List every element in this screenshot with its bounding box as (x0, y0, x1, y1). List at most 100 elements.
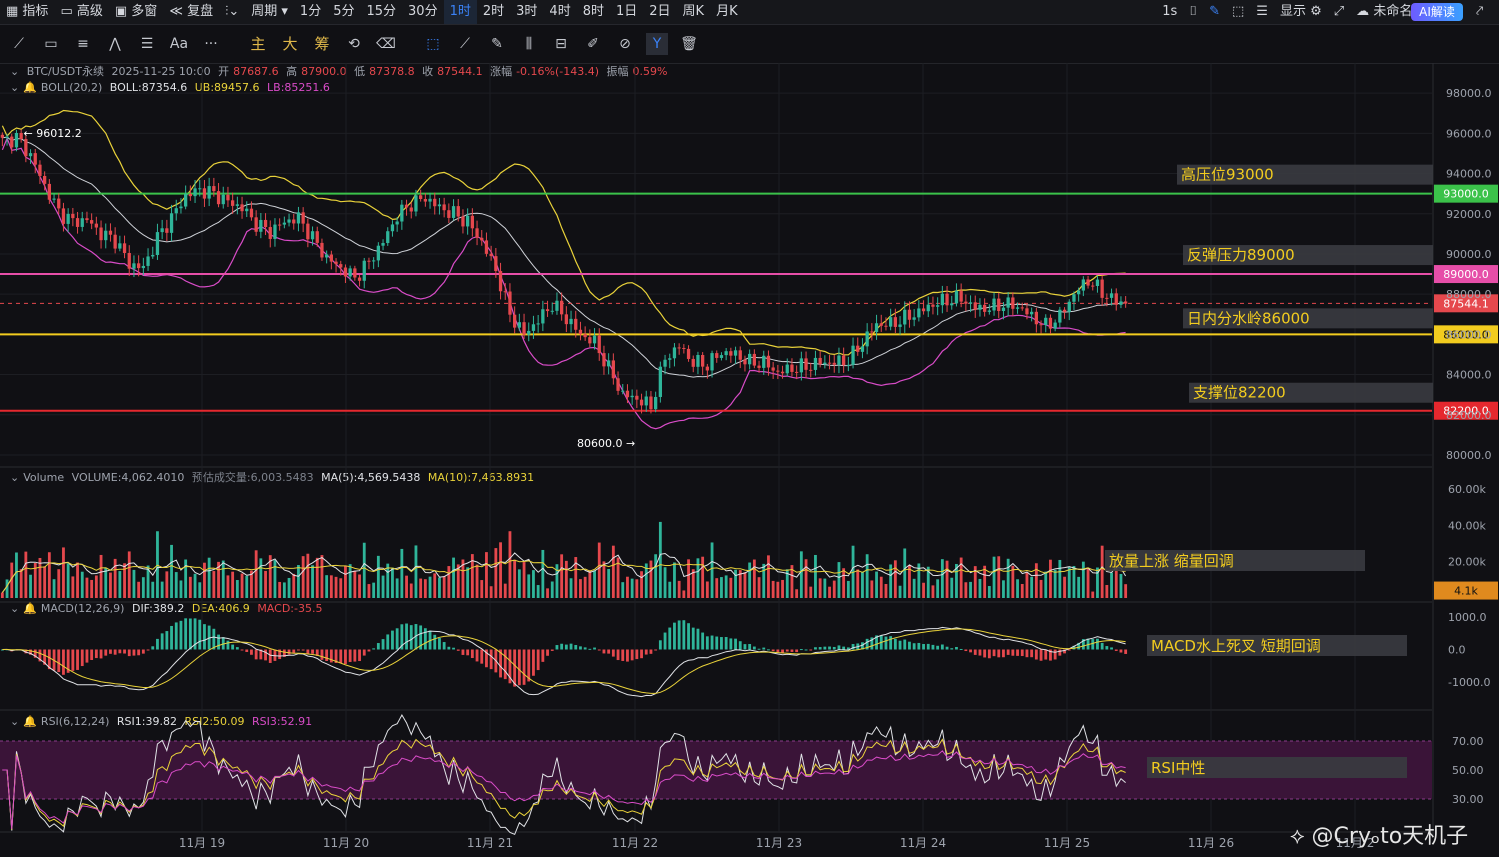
line-tool-icon[interactable]: ⟋ (14, 36, 24, 52)
candle-down (1100, 279, 1104, 298)
tab-1d[interactable]: 1日 (615, 4, 638, 19)
volume-bar-up (146, 565, 150, 598)
amp-value: 0.59% (632, 65, 668, 78)
fullscreen-small-icon[interactable]: ⬚ (1232, 4, 1245, 19)
select-tool-icon[interactable]: ⬚ (426, 36, 440, 52)
tab-2h[interactable]: 2时 (482, 4, 505, 19)
advanced-button[interactable]: ▭ 高级 (60, 4, 103, 19)
rsi-tick-label: 70.00 (1452, 735, 1484, 748)
macd-bar-up (945, 646, 949, 650)
macd-bar-down (146, 649, 150, 651)
candle-down (639, 399, 644, 406)
interval-label[interactable]: 1s (1162, 4, 1178, 19)
more-tools-icon[interactable]: ··· (204, 36, 218, 52)
bell-icon[interactable]: 🔔 (23, 81, 37, 94)
ruler-icon[interactable]: ⟋ (460, 36, 470, 52)
macd-bar-up (221, 637, 225, 650)
candle-tool-icon[interactable]: ⫼ (525, 36, 533, 52)
text-tool-icon[interactable]: Aa (169, 36, 189, 52)
tab-3h[interactable]: 3时 (516, 4, 538, 19)
share-icon[interactable]: ⤤ (1476, 4, 1484, 19)
collapse-icon[interactable]: ⌄ (10, 715, 20, 728)
level-badge-text: 89000.0 (1443, 268, 1489, 281)
hide-icon[interactable]: ⊘ (619, 36, 631, 52)
chips-button[interactable]: 筹 (314, 35, 330, 53)
macd-bar-up (588, 648, 592, 650)
display-button[interactable]: 显示 ⚙ (1279, 4, 1322, 19)
volume-bar-up (654, 554, 658, 598)
volume-bar-up (438, 577, 441, 598)
tab-2d[interactable]: 2日 (649, 4, 671, 19)
filter-icon[interactable]: Y (646, 33, 668, 55)
tab-4h[interactable]: 4时 (549, 4, 571, 19)
expand-icon[interactable]: ⤢ (1333, 4, 1345, 19)
indicators-button[interactable]: ▦ 指标 (6, 4, 49, 19)
candle-up (193, 188, 197, 197)
macd-bar-up (1096, 638, 1099, 650)
tab-5m[interactable]: 5分 (333, 4, 355, 19)
volume-bar-down (705, 581, 709, 598)
wave-tool-icon[interactable]: ⋀ (109, 36, 121, 52)
macd-bar-up (856, 643, 860, 650)
candle-down (442, 204, 446, 211)
macd-bar-down (52, 649, 56, 671)
macd-bar-down (616, 649, 620, 661)
main-indicator-button[interactable]: 主 (250, 35, 266, 53)
lock-icon[interactable]: ⊟ (555, 36, 567, 52)
volume-bar-down (470, 554, 474, 598)
note-icon[interactable]: ✐ (587, 36, 599, 52)
candle-down (122, 243, 127, 253)
tab-30m[interactable]: 30分 (408, 4, 438, 19)
multi-window-button[interactable]: ▣ 多窗 (114, 4, 158, 19)
volume-bar-down (1105, 585, 1109, 598)
annotation-box (1183, 308, 1433, 329)
tab-15m[interactable]: 15分 (366, 4, 397, 19)
brush-icon[interactable]: ✎ (491, 36, 503, 52)
candle-down (43, 175, 47, 184)
camera-icon[interactable]: ⌷ (1189, 4, 1198, 19)
tab-1m[interactable]: 1分 (299, 4, 322, 19)
macd-bar-up (696, 628, 700, 650)
tab-week[interactable]: 周K (682, 4, 705, 19)
annotation-box (1105, 550, 1365, 571)
bell-icon[interactable]: 🔔 (23, 715, 37, 728)
trash-icon[interactable]: 🗑 (680, 36, 698, 52)
list-icon[interactable]: ☰ (1256, 4, 1268, 19)
period-dropdown[interactable]: 周期 ▾ (251, 4, 288, 19)
collapse-icon[interactable]: ⌄ (10, 65, 20, 78)
tab-8h[interactable]: 8时 (582, 4, 604, 19)
macd-bar-up (832, 646, 836, 650)
tab-1h[interactable]: 1时 (443, 0, 477, 24)
volume-bar-down (489, 586, 493, 598)
collapse-icon[interactable]: ⌄ (10, 471, 20, 484)
parallel-lines-icon[interactable]: ≡ (77, 36, 89, 52)
candle-down (804, 358, 808, 370)
candle-down (329, 254, 333, 262)
volume-bar-up (569, 578, 573, 598)
chart-type-button[interactable]: ⫶⌄ (225, 4, 240, 19)
candle-down (790, 364, 794, 372)
tab-month[interactable]: 月K (716, 4, 738, 19)
macd-bar-up (170, 625, 173, 650)
volume-bar-down (358, 574, 361, 598)
ai-analyze-button[interactable]: AI解读 (1411, 3, 1463, 21)
collapse-icon[interactable]: ⌄ (10, 81, 20, 94)
replay-button[interactable]: ≪ 复盘 (169, 4, 214, 19)
time-tick-label: 11月 23 (756, 836, 802, 850)
magnet-icon[interactable]: ⟲ (348, 36, 360, 52)
macd-bar-down (1002, 649, 1005, 658)
collapse-icon[interactable]: ⌄ (10, 602, 20, 615)
candle-down (494, 256, 498, 272)
fibonacci-tool-icon[interactable]: ☰ (140, 36, 154, 52)
macd-bar-down (466, 649, 470, 656)
macd-bar-down (104, 649, 108, 656)
macd-bar-down (997, 649, 1001, 658)
bell-icon[interactable]: 🔔 (23, 602, 37, 615)
rectangle-tool-icon[interactable]: ▭ (44, 36, 58, 52)
pen-icon[interactable]: ✎ (1209, 4, 1220, 19)
eraser-icon[interactable]: ⌫ (376, 36, 396, 52)
candle-down (268, 227, 272, 239)
big-order-button[interactable]: 大 (282, 35, 298, 53)
candle-down (635, 395, 639, 400)
